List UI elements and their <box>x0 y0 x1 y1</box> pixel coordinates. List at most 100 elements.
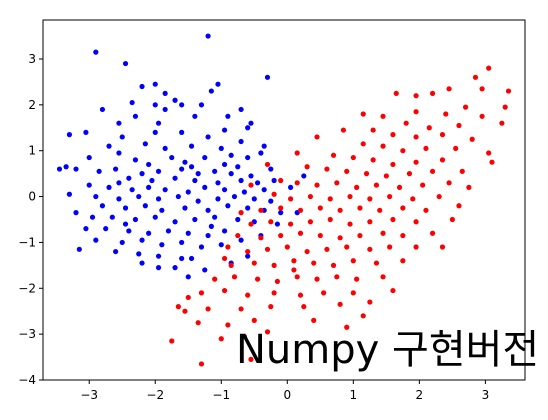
scatter-point-series-2 <box>420 182 425 187</box>
scatter-point-series-2 <box>278 205 283 210</box>
scatter-point-series-1 <box>222 228 227 233</box>
scatter-point-series-1 <box>301 173 306 178</box>
scatter-point-series-2 <box>479 86 484 91</box>
scatter-point-series-2 <box>219 336 224 341</box>
scatter-point-series-1 <box>172 265 177 270</box>
scatter-point-series-2 <box>486 150 491 155</box>
scatter-point-series-1 <box>136 251 141 256</box>
scatter-point-series-1 <box>123 221 128 226</box>
scatter-point-series-2 <box>186 295 191 300</box>
scatter-point-series-2 <box>328 217 333 222</box>
scatter-point-series-2 <box>334 274 339 279</box>
scatter-point-series-1 <box>97 169 102 174</box>
scatter-point-series-1 <box>163 146 168 151</box>
scatter-point-series-1 <box>219 242 224 247</box>
scatter-point-series-2 <box>245 249 250 254</box>
scatter-point-series-2 <box>334 180 339 185</box>
scatter-point-series-1 <box>229 171 234 176</box>
scatter-point-series-2 <box>390 288 395 293</box>
scatter-point-series-1 <box>252 196 257 201</box>
scatter-point-series-1 <box>262 144 267 149</box>
scatter-point-series-1 <box>64 164 69 169</box>
scatter-point-series-2 <box>466 185 471 190</box>
scatter-point-series-2 <box>390 132 395 137</box>
scatter-point-series-1 <box>172 98 177 103</box>
scatter-point-series-2 <box>479 114 484 119</box>
scatter-point-series-1 <box>222 187 227 192</box>
scatter-point-series-1 <box>189 144 194 149</box>
scatter-point-series-1 <box>205 208 210 213</box>
scatter-point-series-2 <box>413 109 418 114</box>
scatter-point-series-2 <box>314 277 319 282</box>
scatter-point-series-2 <box>374 182 379 187</box>
scatter-point-series-2 <box>413 93 418 98</box>
scatter-point-series-2 <box>380 274 385 279</box>
x-tick-label: −1 <box>212 388 230 402</box>
scatter-point-series-2 <box>357 205 362 210</box>
scatter-point-series-2 <box>232 274 237 279</box>
scatter-point-series-2 <box>176 304 181 309</box>
scatter-point-series-1 <box>209 88 214 93</box>
scatter-point-series-2 <box>450 217 455 222</box>
scatter-point-series-2 <box>341 127 346 132</box>
scatter-point-series-1 <box>255 180 260 185</box>
scatter-point-series-1 <box>192 114 197 119</box>
scatter-point-series-1 <box>202 185 207 190</box>
scatter-point-series-1 <box>130 100 135 105</box>
x-axis: −3 −2 −1 0 1 2 3 <box>80 380 489 402</box>
scatter-point-series-2 <box>311 260 316 265</box>
scatter-point-series-1 <box>238 139 243 144</box>
scatter-point-series-2 <box>367 196 372 201</box>
scatter-point-series-1 <box>212 215 217 220</box>
scatter-point-series-2 <box>400 148 405 153</box>
scatter-point-series-2 <box>473 75 478 80</box>
scatter-point-series-2 <box>367 299 372 304</box>
scatter-point-series-1 <box>113 166 118 171</box>
scatter-point-series-1 <box>163 107 168 112</box>
scatter-point-series-2 <box>222 288 227 293</box>
scatter-point-series-1 <box>146 185 151 190</box>
scatter-point-series-2 <box>169 338 174 343</box>
scatter-point-series-1 <box>139 260 144 265</box>
scatter-point-series-2 <box>298 231 303 236</box>
scatter-point-series-2 <box>354 277 359 282</box>
scatter-point-series-1 <box>225 203 230 208</box>
scatter-point-series-2 <box>453 146 458 151</box>
scatter-point-series-1 <box>202 267 207 272</box>
scatter-point-series-2 <box>413 134 418 139</box>
scatter-point-series-1 <box>192 178 197 183</box>
scatter-point-series-2 <box>291 258 296 263</box>
scatter-point-series-2 <box>255 277 260 282</box>
scatter-point-series-1 <box>136 194 141 199</box>
scatter-point-series-2 <box>331 263 336 268</box>
y-tick-label: 0 <box>28 190 36 204</box>
scatter-point-series-1 <box>146 162 151 167</box>
scatter-point-series-2 <box>384 173 389 178</box>
scatter-point-series-2 <box>229 263 234 268</box>
scatter-point-series-1 <box>199 102 204 107</box>
scatter-point-series-1 <box>120 134 125 139</box>
scatter-point-series-1 <box>238 178 243 183</box>
scatter-point-series-1 <box>90 215 95 220</box>
scatter-point-series-2 <box>238 306 243 311</box>
scatter-point-series-2 <box>390 162 395 167</box>
scatter-point-series-1 <box>215 180 220 185</box>
scatter-point-series-1 <box>262 187 267 192</box>
scatter-point-series-2 <box>222 256 227 261</box>
scatter-point-series-1 <box>103 226 108 231</box>
scatter-point-series-1 <box>275 221 280 226</box>
scatter-point-series-1 <box>87 182 92 187</box>
scatter-point-series-2 <box>324 247 329 252</box>
scatter-point-series-2 <box>361 313 366 318</box>
scatter-point-series-1 <box>100 203 105 208</box>
scatter-point-series-2 <box>361 111 366 116</box>
x-tick-label: 0 <box>283 388 291 402</box>
scatter-point-series-2 <box>298 208 303 213</box>
scatter-point-series-2 <box>248 221 253 226</box>
scatter-point-series-1 <box>169 155 174 160</box>
y-tick-label: −4 <box>18 373 36 387</box>
scatter-point-series-2 <box>423 208 428 213</box>
scatter-point-series-1 <box>186 189 191 194</box>
scatter-point-series-2 <box>413 160 418 165</box>
scatter-point-series-1 <box>116 150 121 155</box>
